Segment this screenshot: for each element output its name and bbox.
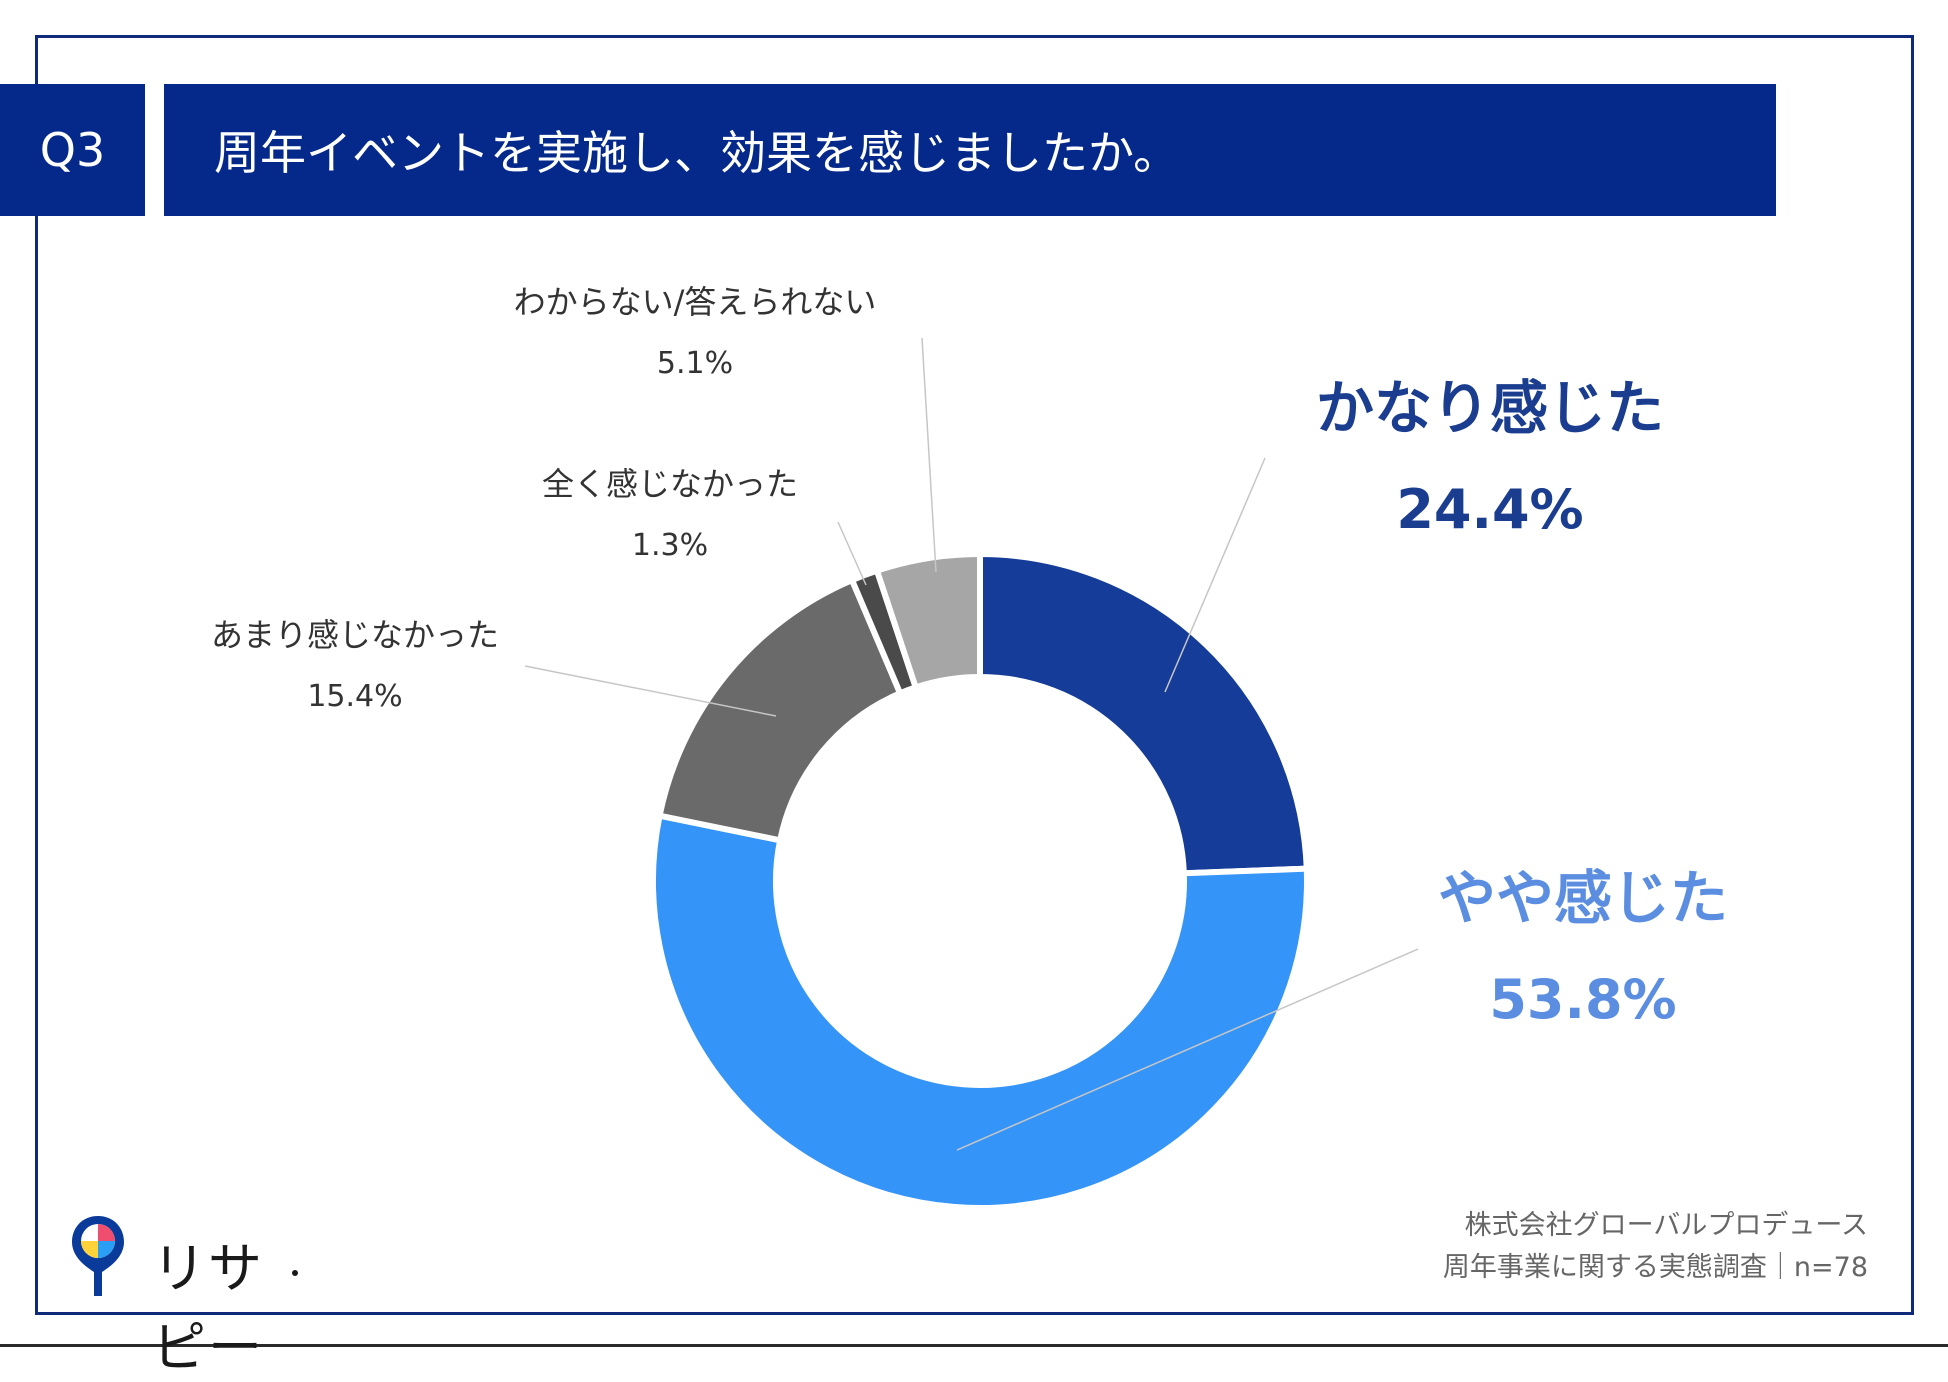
slice-value-4: 5.1% bbox=[657, 346, 733, 381]
risapy-logo: リサピー bbox=[68, 1212, 318, 1379]
leader-line-1 bbox=[956, 948, 1419, 1151]
leader-line-4 bbox=[921, 337, 937, 573]
donut-chart: かなり感じた 24.4% やや感じた 53.8% あまり感じなかった 15.4% 全く感じな… bbox=[210, 283, 1729, 1211]
slice-label-2: あまり感じなかった bbox=[211, 616, 499, 654]
slice-label-4: わからない/答えられない bbox=[514, 283, 877, 321]
logo-dot bbox=[292, 1270, 298, 1276]
bottom-divider bbox=[0, 1344, 1948, 1347]
donut-slice-2 bbox=[656, 576, 905, 844]
source-note: 株式会社グローバルプロデュース 周年事業に関する実態調査｜n=78 bbox=[1443, 1205, 1868, 1289]
logo-pin-icon bbox=[72, 1216, 124, 1296]
logo-text: リサピー bbox=[152, 1237, 264, 1379]
slice-value-2: 15.4% bbox=[307, 679, 402, 714]
leader-line-2 bbox=[524, 665, 777, 717]
leader-line-3 bbox=[837, 521, 867, 586]
slice-value-3: 1.3% bbox=[632, 528, 708, 563]
donut-slice-1 bbox=[650, 812, 1310, 1211]
question-badge: Q3 bbox=[0, 84, 145, 216]
slice-label-1: やや感じた bbox=[1438, 864, 1728, 932]
slice-label-3: 全く感じなかった bbox=[542, 465, 798, 503]
leader-line-0 bbox=[1164, 457, 1266, 693]
slice-label-0: かなり感じた bbox=[1316, 374, 1664, 442]
chart-frame bbox=[35, 35, 1914, 1315]
question-title: 周年イベントを実施し、効果を感じましたか。 bbox=[164, 84, 1776, 216]
donut-slice-0 bbox=[977, 550, 1310, 877]
slice-value-0: 24.4% bbox=[1396, 478, 1583, 541]
donut-slice-4 bbox=[873, 550, 983, 692]
source-line-1: 株式会社グローバルプロデュース bbox=[1464, 1210, 1868, 1241]
slice-value-1: 53.8% bbox=[1489, 968, 1676, 1031]
source-line-2: 周年事業に関する実態調査｜n=78 bbox=[1442, 1252, 1868, 1283]
